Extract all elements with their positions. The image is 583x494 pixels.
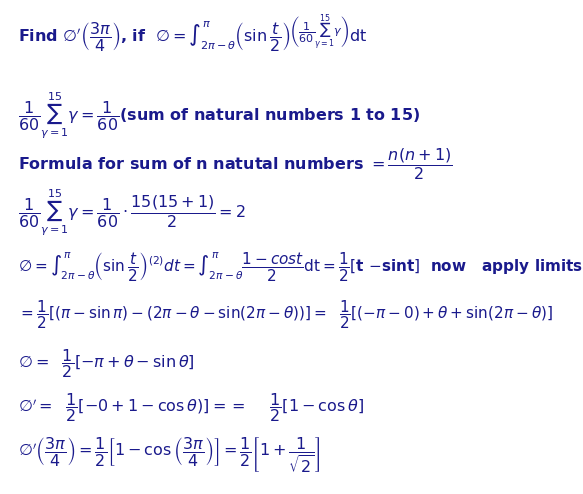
Text: $\emptyset' = \ \ \dfrac{1}{2}[-0+1-\cos\theta)]==$  $\ \ \dfrac{1}{2}[1-\cos\th: $\emptyset' = \ \ \dfrac{1}{2}[-0+1-\cos…: [17, 391, 364, 424]
Text: $\dfrac{1}{60}\sum_{\gamma=1}^{15}\gamma = \dfrac{1}{60}$(sum of natural numbers: $\dfrac{1}{60}\sum_{\gamma=1}^{15}\gamma…: [17, 90, 420, 141]
Text: Find $\emptyset'\left(\dfrac{3\pi}{4}\right)$, if  $\emptyset = \int_{2\pi-\thet: Find $\emptyset'\left(\dfrac{3\pi}{4}\ri…: [17, 12, 367, 54]
Text: $\dfrac{1}{60}\sum_{\gamma=1}^{15}\gamma = \dfrac{1}{60}\cdot\dfrac{15(15+1)}{2}: $\dfrac{1}{60}\sum_{\gamma=1}^{15}\gamma…: [17, 188, 245, 238]
Text: $=\dfrac{1}{2}[(\pi - \sin\pi)-(2\pi-\theta-\sin(2\pi-\theta))]= \ \ \dfrac{1}{2: $=\dfrac{1}{2}[(\pi - \sin\pi)-(2\pi-\th…: [17, 298, 553, 331]
Text: Formula for sum of n natutal numbers $= \dfrac{n(n+1)}{2}$: Formula for sum of n natutal numbers $= …: [17, 146, 452, 182]
Text: $\emptyset'\left(\dfrac{3\pi}{4}\right) = \dfrac{1}{2}\left[1-\cos\left(\dfrac{3: $\emptyset'\left(\dfrac{3\pi}{4}\right) …: [17, 436, 320, 475]
Text: $\emptyset = \int_{2\pi-\theta}^{\pi}\left(\sin\dfrac{t}{2}\right)^{(2)}dt = \in: $\emptyset = \int_{2\pi-\theta}^{\pi}\le…: [17, 250, 583, 283]
Text: $\emptyset = \ \ \dfrac{1}{2}[-\pi+\theta-\sin\theta]$: $\emptyset = \ \ \dfrac{1}{2}[-\pi+\thet…: [17, 347, 194, 380]
